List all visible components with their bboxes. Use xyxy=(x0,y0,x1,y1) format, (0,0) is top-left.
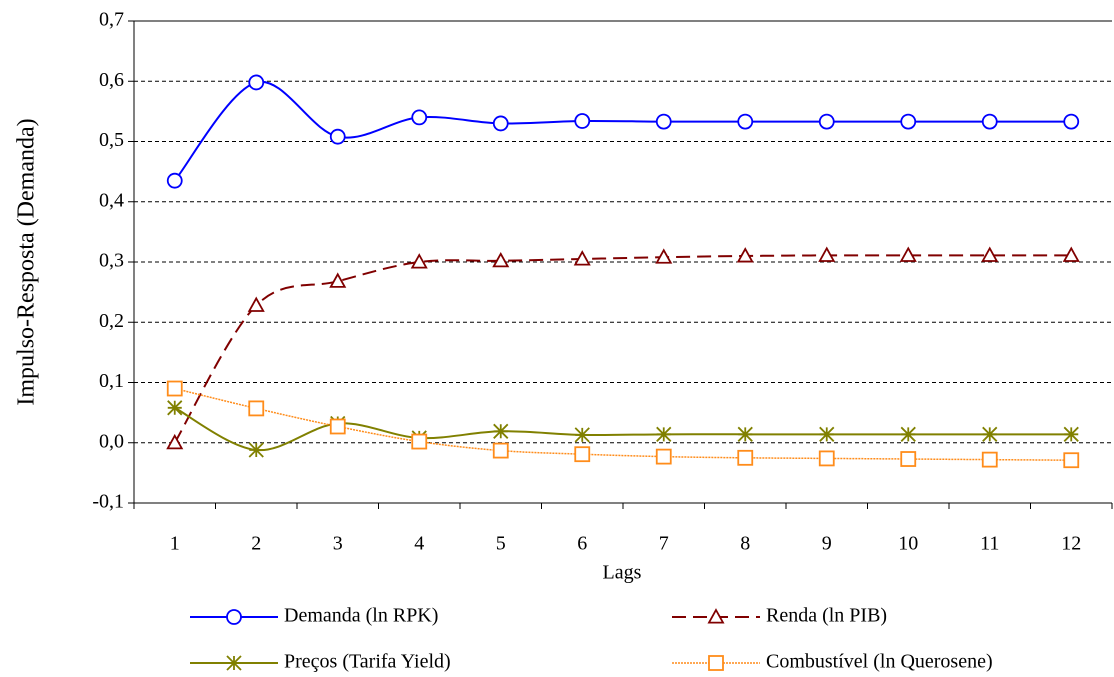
marker xyxy=(736,247,754,263)
x-tick-label: 4 xyxy=(414,533,424,555)
x-tick-label: 12 xyxy=(1061,533,1081,555)
marker xyxy=(247,296,265,312)
marker xyxy=(492,442,509,459)
marker xyxy=(981,113,998,130)
x-tick-label: 7 xyxy=(659,533,669,555)
marker xyxy=(574,113,591,129)
y-tick-label: 0,2 xyxy=(99,310,124,332)
series-line xyxy=(173,80,1072,182)
marker xyxy=(167,400,183,416)
marker xyxy=(573,250,591,266)
marker xyxy=(900,426,916,442)
marker xyxy=(900,113,917,130)
legend-marker xyxy=(226,609,242,625)
legend-marker xyxy=(226,655,242,671)
marker xyxy=(411,109,428,126)
x-tick-label: 2 xyxy=(251,533,261,555)
x-tick-label: 6 xyxy=(577,533,587,555)
marker xyxy=(329,128,346,145)
marker xyxy=(1063,452,1080,469)
y-tick-label: 0,3 xyxy=(99,250,124,272)
x-tick-label: 1 xyxy=(170,533,180,555)
legend-item: Demanda (ln RPK) xyxy=(190,605,438,627)
y-tick-label: 0,4 xyxy=(99,189,124,211)
marker xyxy=(329,418,346,435)
y-tick-label: 0,5 xyxy=(99,129,124,151)
legend-item: Combustível (ln Querosene) xyxy=(672,651,993,673)
x-tick-label: 5 xyxy=(496,533,506,555)
marker xyxy=(655,113,672,130)
marker xyxy=(574,446,591,463)
x-tick-label: 9 xyxy=(822,533,832,555)
marker xyxy=(1063,426,1079,442)
marker xyxy=(900,451,917,467)
x-tick-label: 3 xyxy=(333,533,343,555)
y-tick-label: 0,0 xyxy=(99,430,124,452)
x-tick-label: 8 xyxy=(740,533,750,555)
marker xyxy=(166,172,183,189)
marker xyxy=(1062,246,1080,262)
marker xyxy=(410,253,428,269)
x-tick-label: 10 xyxy=(898,533,918,555)
marker xyxy=(819,426,835,442)
marker xyxy=(248,400,265,417)
marker xyxy=(574,427,590,443)
legend-label: Combustível (ln Querosene) xyxy=(766,651,993,673)
marker xyxy=(981,246,999,262)
legend-label: Renda (ln PIB) xyxy=(766,605,887,627)
marker xyxy=(492,115,509,132)
marker xyxy=(656,426,672,442)
series-line xyxy=(173,254,1072,444)
marker xyxy=(248,442,264,458)
marker xyxy=(166,433,184,450)
marker xyxy=(737,449,754,466)
marker xyxy=(737,113,754,130)
y-axis-title: Impulso-Resposta (Demanda) xyxy=(14,118,40,405)
legend-marker xyxy=(708,655,724,671)
legend-item: Preços (Tarifa Yield) xyxy=(190,651,451,673)
marker xyxy=(655,448,672,465)
y-tick-label: 0,1 xyxy=(99,370,124,392)
marker xyxy=(981,451,998,468)
marker xyxy=(982,426,998,442)
x-tick-label: 11 xyxy=(980,533,999,555)
marker xyxy=(899,246,917,262)
x-axis-title: Lags xyxy=(603,562,642,584)
legend-marker xyxy=(707,608,725,624)
marker xyxy=(655,248,673,264)
marker xyxy=(248,74,265,91)
series-line xyxy=(174,406,1072,451)
marker xyxy=(329,272,347,288)
y-tick-label: 0,7 xyxy=(99,9,124,31)
marker xyxy=(1063,113,1080,130)
legend-item: Renda (ln PIB) xyxy=(672,605,887,627)
marker xyxy=(818,113,835,130)
y-tick-label: 0,6 xyxy=(99,69,124,91)
legend-label: Demanda (ln RPK) xyxy=(284,605,438,627)
marker xyxy=(737,426,753,442)
marker xyxy=(818,246,836,262)
series-line xyxy=(174,387,1072,461)
marker xyxy=(411,433,428,450)
marker xyxy=(493,423,509,439)
y-tick-label: -0,1 xyxy=(92,491,124,513)
legend-label: Preços (Tarifa Yield) xyxy=(284,651,451,673)
marker xyxy=(818,450,835,467)
marker xyxy=(166,380,183,397)
marker xyxy=(492,251,510,268)
